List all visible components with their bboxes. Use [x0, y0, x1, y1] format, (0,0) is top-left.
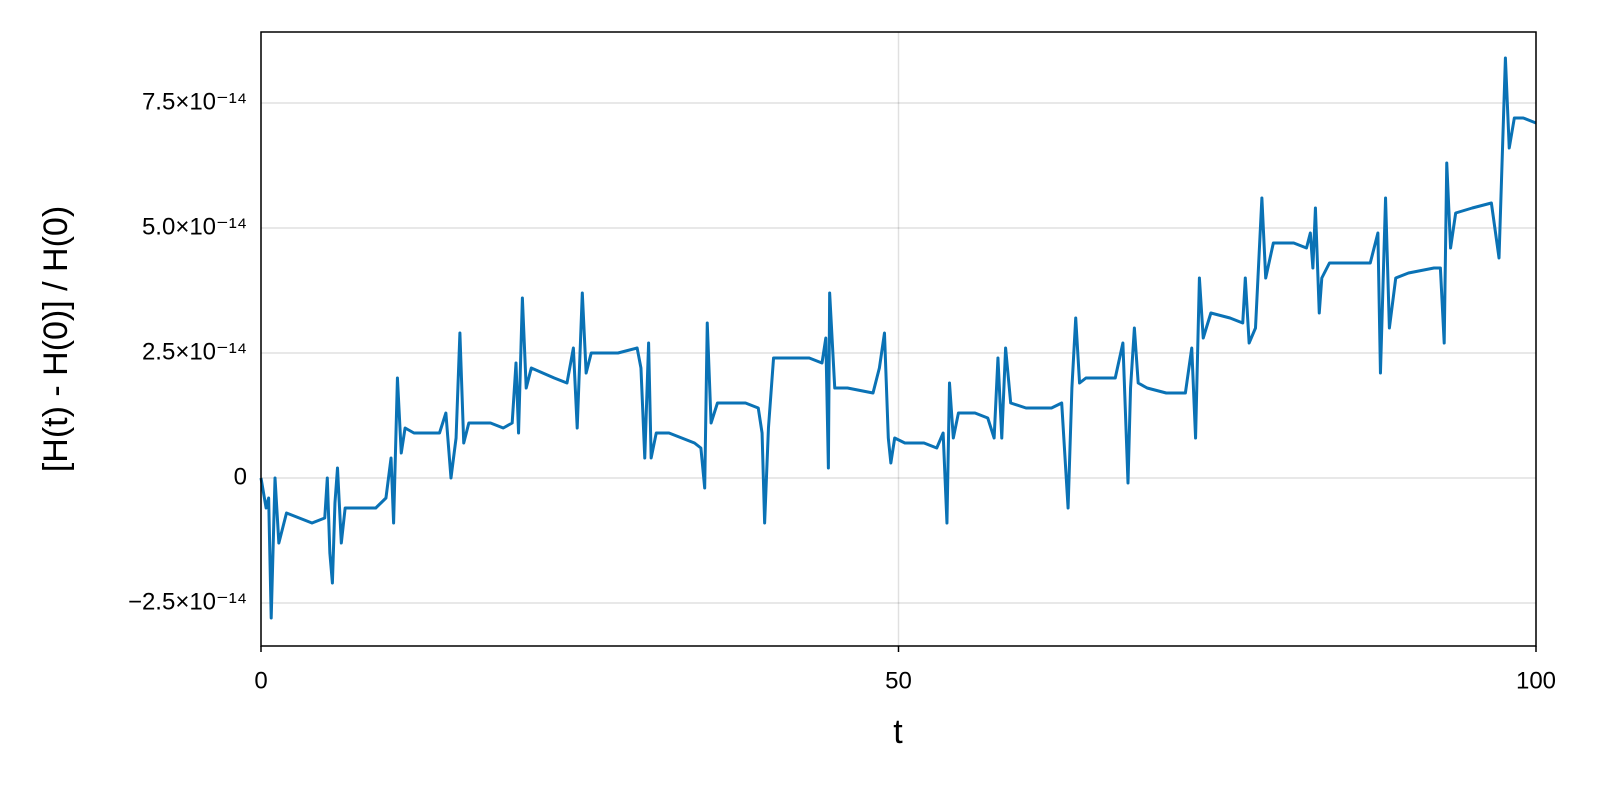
x-tick-label: 0 — [254, 667, 267, 694]
data-line — [259, 56, 1537, 620]
x-tick-label: 100 — [1516, 667, 1556, 694]
y-tick-label: 5.0×10⁻¹⁴ — [142, 213, 247, 240]
y-tick-label: 0 — [234, 463, 247, 490]
y-axis-label: [H(t) - H(0)] / H(0) — [37, 206, 75, 472]
y-tick-label: 2.5×10⁻¹⁴ — [142, 338, 247, 365]
plot-frame — [260, 31, 1537, 647]
x-axis-label: t — [893, 713, 903, 751]
y-tick-label: 7.5×10⁻¹⁴ — [142, 88, 247, 115]
x-tick-label: 50 — [885, 667, 912, 694]
y-tick-label: −2.5×10⁻¹⁴ — [128, 588, 247, 615]
